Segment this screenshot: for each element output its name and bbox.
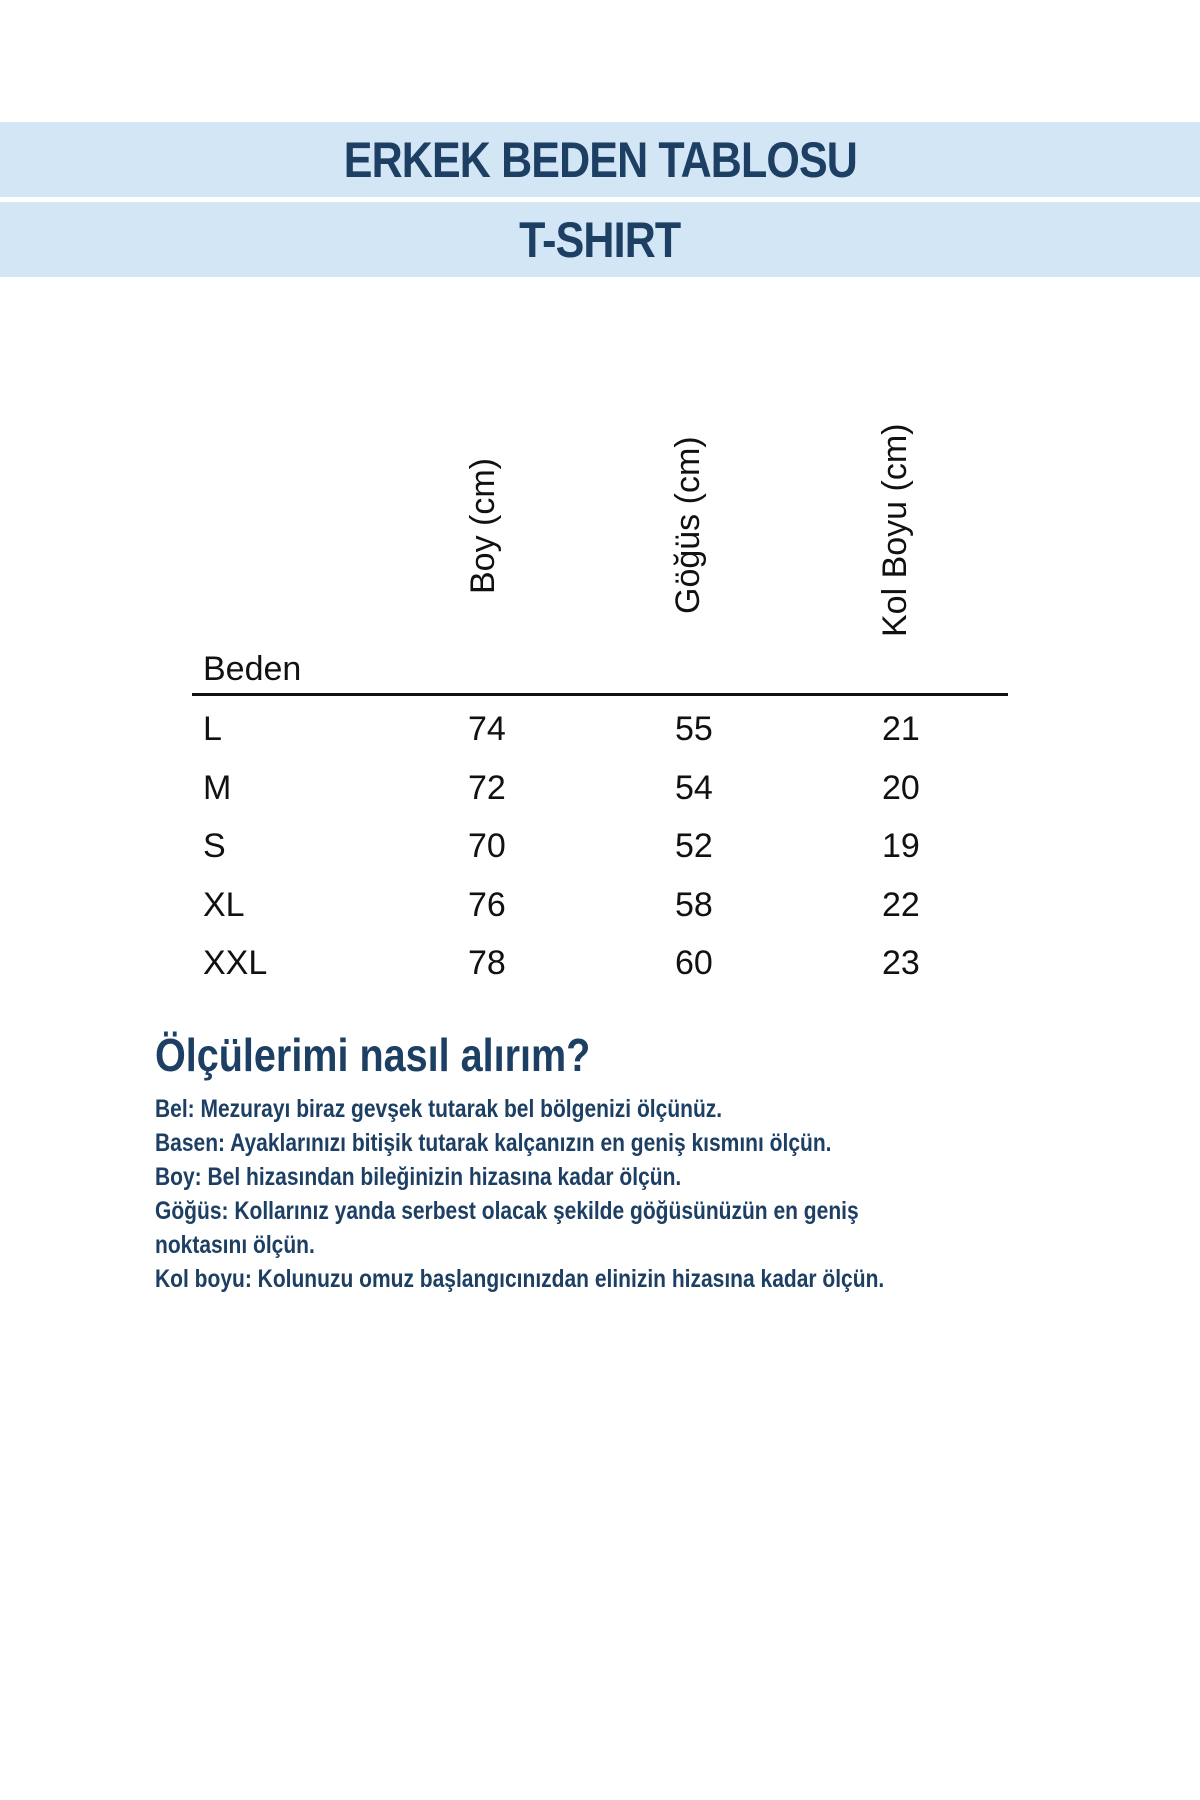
cell-gogus: 52 xyxy=(675,827,713,865)
howto-instructions: Bel: Mezurayı biraz gevşek tutarak bel b… xyxy=(155,1092,884,1296)
instruction-line: noktasını ölçün. xyxy=(155,1231,315,1259)
cell-size: XL xyxy=(203,885,245,924)
column-header-boy: Boy (cm) xyxy=(464,458,502,594)
cell-boy: 70 xyxy=(468,827,506,865)
instruction-line: Göğüs: Kollarınız yanda serbest olacak ş… xyxy=(155,1197,859,1225)
subtitle-band: T-SHIRT xyxy=(0,202,1200,277)
title-band: ERKEK BEDEN TABLOSU xyxy=(0,122,1200,197)
instruction-line: Boy: Bel hizasından bileğinizin hizasına… xyxy=(155,1163,682,1191)
cell-gogus: 54 xyxy=(675,768,713,807)
cell-boy: 76 xyxy=(468,885,506,924)
header-divider xyxy=(192,693,1008,696)
cell-size: XXL xyxy=(203,944,268,982)
instruction-line: Bel: Mezurayı biraz gevşek tutarak bel b… xyxy=(155,1095,723,1123)
column-header-beden: Beden xyxy=(203,650,302,688)
cell-gogus: 60 xyxy=(675,944,713,982)
cell-kol-boyu: 19 xyxy=(882,827,920,865)
cell-kol-boyu: 20 xyxy=(882,768,920,807)
cell-boy: 78 xyxy=(468,944,506,982)
cell-size: L xyxy=(203,710,222,748)
cell-kol-boyu: 21 xyxy=(882,710,920,748)
cell-boy: 74 xyxy=(468,710,506,748)
column-header-kol-boyu: Kol Boyu (cm) xyxy=(876,423,914,638)
page-title: ERKEK BEDEN TABLOSU xyxy=(343,131,857,188)
cell-kol-boyu: 23 xyxy=(882,944,920,982)
cell-size: M xyxy=(203,768,232,807)
cell-size: S xyxy=(203,827,226,865)
cell-gogus: 55 xyxy=(675,710,713,748)
instruction-line: Basen: Ayaklarınızı bitişik tutarak kalç… xyxy=(155,1129,832,1157)
cell-kol-boyu: 22 xyxy=(882,885,920,924)
instruction-line: Kol boyu: Kolunuzu omuz başlangıcınızdan… xyxy=(155,1265,885,1293)
column-header-gogus: Göğüs (cm) xyxy=(669,436,707,614)
page-subtitle: T-SHIRT xyxy=(519,211,681,268)
howto-heading: Ölçülerimi nasıl alırım? xyxy=(155,1029,591,1081)
cell-boy: 72 xyxy=(468,768,506,807)
cell-gogus: 58 xyxy=(675,885,713,924)
